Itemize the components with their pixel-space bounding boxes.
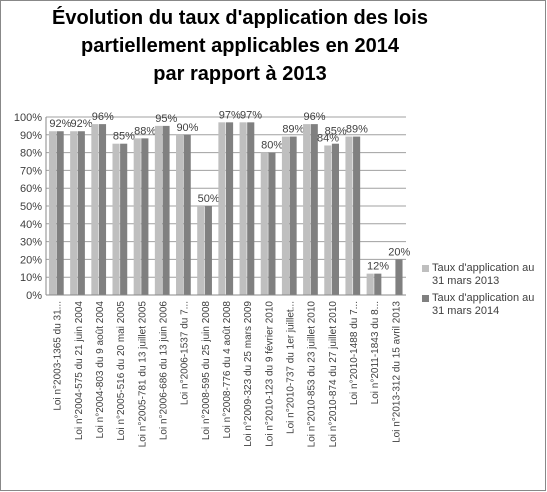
legend-entry: Taux d'application au 31 mars 2013 xyxy=(422,262,542,288)
y-tick-label: 40% xyxy=(20,219,42,231)
data-label: 85% xyxy=(325,126,347,138)
y-tick-label: 20% xyxy=(20,254,42,266)
y-tick-label: 50% xyxy=(20,201,42,213)
bar xyxy=(56,131,64,295)
data-label: 97% xyxy=(240,109,262,121)
chart-title: Évolution du taux d'application des lois xyxy=(52,6,428,29)
x-tick-label: Loi n°2008-595 du 25 juin 2008 xyxy=(201,301,212,441)
bar xyxy=(303,124,311,296)
bar xyxy=(197,206,205,295)
bar xyxy=(176,134,184,295)
data-label: 84% xyxy=(317,132,339,144)
bar xyxy=(374,273,382,295)
x-tick-label: Loi n°2009-323 du 25 mars 2009 xyxy=(243,301,254,447)
data-label: 88% xyxy=(134,125,156,137)
legend-entry: Taux d'application au 31 mars 2014 xyxy=(422,292,542,318)
y-tick-label: 80% xyxy=(20,148,42,160)
data-label: 80% xyxy=(261,140,283,152)
bar xyxy=(112,143,120,295)
data-label: 97% xyxy=(219,109,241,121)
x-tick-label: Loi n°2008-776 du 4 août 2008 xyxy=(222,301,233,439)
bar xyxy=(260,152,268,295)
data-label: 85% xyxy=(113,131,135,143)
data-label: 95% xyxy=(155,113,177,125)
bar xyxy=(70,131,78,295)
bar xyxy=(133,138,141,295)
bar xyxy=(120,143,128,295)
data-label: 20% xyxy=(388,246,410,258)
bar xyxy=(345,136,353,295)
data-label: 12% xyxy=(367,261,389,273)
y-tick-label: 100% xyxy=(14,112,42,124)
bar xyxy=(183,134,191,295)
data-label: 90% xyxy=(176,122,198,134)
bar xyxy=(162,125,170,296)
data-label: 96% xyxy=(304,111,326,123)
bar xyxy=(310,124,318,296)
bar xyxy=(48,131,57,295)
bar xyxy=(395,259,403,295)
data-label: 50% xyxy=(198,193,220,205)
chart-title: par rapport à 2013 xyxy=(153,63,326,85)
x-tick-label: Loi n°2004-575 du 21 juin 2004 xyxy=(74,301,85,441)
bar xyxy=(331,143,340,295)
bar xyxy=(247,122,255,295)
y-tick-label: 70% xyxy=(20,165,42,177)
legend-swatch xyxy=(422,295,429,302)
bar xyxy=(289,136,297,295)
bar xyxy=(226,122,234,295)
bar xyxy=(154,125,162,296)
chart-title: partiellement applicables en 2014 xyxy=(81,35,400,57)
x-tick-label: Loi n°2006-1537 du 7... xyxy=(180,301,191,405)
x-tick-label: Loi n°2010-123 du 9 février 2010 xyxy=(264,301,275,447)
x-tick-label: Loi n°2004-803 du 9 août 2004 xyxy=(95,301,106,439)
x-tick-label: Loi n°2010-874 du 27 juillet 2010 xyxy=(328,301,339,448)
bar xyxy=(268,152,276,295)
bar xyxy=(204,206,212,295)
bar xyxy=(324,145,332,295)
y-tick-label: 60% xyxy=(20,183,42,195)
y-tick-label: 30% xyxy=(20,237,42,249)
data-label: 89% xyxy=(282,124,304,136)
data-label: 92% xyxy=(49,118,71,130)
x-tick-label: Loi n°2005-781 du 13 juillet 2005 xyxy=(137,301,148,448)
bar xyxy=(77,131,85,295)
bar xyxy=(366,273,374,295)
x-tick-label: Loi n°2013-312 du 15 avril 2013 xyxy=(391,301,402,443)
bar xyxy=(91,124,99,296)
bar xyxy=(239,122,247,295)
x-tick-label: Loi n°2011-1843 du 8... xyxy=(370,301,381,404)
bar xyxy=(353,136,361,295)
x-tick-label: Loi n°2005-516 du 20 mai 2005 xyxy=(116,301,127,441)
x-tick-label: Loi n°2010-853 du 23 juillet 2010 xyxy=(307,301,318,448)
bar xyxy=(141,138,149,295)
y-tick-label: 90% xyxy=(20,130,42,142)
x-tick-label: Loi n°2006-686 du 13 juin 2006 xyxy=(158,301,169,441)
legend-label: Taux d'application au 31 mars 2013 xyxy=(432,262,535,287)
data-label: 96% xyxy=(92,111,114,123)
legend-swatch xyxy=(422,265,429,272)
data-label: 92% xyxy=(71,118,93,130)
x-tick-label: Loi n°2010-737 du 1er juillet... xyxy=(286,301,297,434)
y-tick-label: 0% xyxy=(26,290,42,302)
x-tick-label: Loi n°2010-1488 du 7... xyxy=(349,301,360,405)
data-label: 89% xyxy=(346,124,368,136)
bar xyxy=(218,122,226,295)
legend-label: Taux d'application au 31 mars 2014 xyxy=(432,292,535,317)
y-tick-label: 10% xyxy=(20,272,42,284)
x-tick-label: Loi n°2003-1365 du 31... xyxy=(53,301,64,411)
bar xyxy=(98,124,107,296)
bar xyxy=(281,136,290,295)
